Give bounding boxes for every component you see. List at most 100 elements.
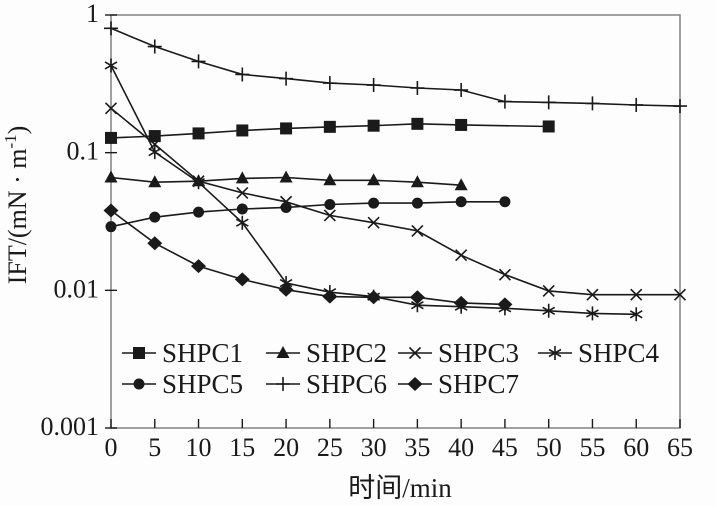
marker-diamond: [103, 203, 119, 218]
marker-square: [280, 122, 293, 135]
x-tick-label: 15: [229, 433, 255, 462]
x-tick-label: 30: [361, 433, 387, 462]
x-tick-label: 25: [317, 433, 343, 462]
marker-circle: [411, 197, 423, 209]
marker-plus: [410, 80, 425, 95]
marker-square: [192, 127, 205, 140]
marker-asterisk: [586, 306, 599, 321]
legend-label: SHPC6: [306, 369, 387, 399]
marker-x: [408, 346, 422, 360]
x-tick-label: 45: [492, 433, 518, 462]
series-SHPC2: [104, 170, 468, 191]
marker-circle: [105, 221, 117, 233]
x-tick-label: 0: [105, 433, 118, 462]
series-SHPC5: [105, 196, 511, 233]
marker-x: [586, 288, 599, 301]
marker-plus: [454, 83, 469, 98]
x-axis: 0 5 10 15 20 25 30 35 40 45 50 55 60 65: [105, 419, 693, 462]
marker-plus: [629, 97, 644, 112]
marker-diamond: [366, 290, 382, 305]
marker-square: [236, 124, 249, 137]
marker-x: [411, 224, 424, 238]
marker-plus: [104, 21, 118, 36]
marker-triangle: [279, 170, 293, 183]
marker-circle: [324, 199, 336, 211]
y-axis: 1 0.1 0.01 0.001: [41, 0, 117, 441]
marker-circle: [368, 197, 380, 209]
marker-triangle: [410, 175, 424, 188]
marker-x: [367, 216, 380, 229]
legend-item-SHPC4: SHPC4: [538, 338, 660, 368]
marker-circle: [149, 211, 161, 223]
marker-square: [411, 117, 424, 130]
marker-triangle: [276, 346, 290, 358]
marker-plus: [673, 99, 687, 114]
x-tick-label: 10: [186, 433, 212, 462]
legend-label: SHPC2: [306, 338, 387, 368]
marker-circle: [280, 201, 292, 213]
series-SHPC1: [105, 117, 555, 144]
x-tick-label: 35: [404, 433, 430, 462]
marker-plus: [279, 71, 294, 86]
series-SHPC7: [103, 203, 513, 312]
legend-item-SHPC3: SHPC3: [398, 338, 519, 368]
marker-plus: [585, 96, 600, 111]
marker-square: [105, 131, 117, 144]
legend: SHPC1 SHPC2 SHPC3 SHPC4 SHPC5 SHPC6 SHPC7: [122, 338, 660, 399]
marker-asterisk: [629, 307, 643, 322]
marker-diamond: [147, 236, 163, 251]
marker-plus: [541, 95, 556, 110]
marker-asterisk: [148, 145, 162, 160]
legend-item-SHPC7: SHPC7: [398, 369, 519, 399]
marker-square: [367, 119, 380, 132]
marker-circle: [455, 196, 467, 208]
marker-diamond: [234, 272, 250, 287]
x-tick-label: 60: [623, 433, 649, 462]
marker-plus: [235, 67, 250, 82]
series-line: [110, 209, 505, 306]
marker-diamond: [497, 297, 513, 312]
marker-diamond: [191, 259, 207, 274]
marker-asterisk: [542, 303, 556, 318]
marker-diamond: [322, 289, 338, 304]
marker-asterisk: [104, 58, 118, 73]
marker-x: [498, 268, 511, 281]
marker-square: [542, 120, 555, 133]
legend-item-SHPC5: SHPC5: [122, 369, 243, 399]
legend-label: SHPC3: [438, 338, 519, 368]
x-tick-label: 5: [148, 433, 161, 462]
legend-label: SHPC5: [162, 369, 243, 399]
marker-x: [630, 288, 643, 301]
marker-square: [323, 120, 336, 133]
series-line: [110, 107, 680, 296]
legend-label: SHPC1: [162, 338, 243, 368]
marker-plus: [276, 377, 290, 391]
legend-item-SHPC1: SHPC1: [122, 338, 243, 368]
x-tick-label: 55: [579, 433, 605, 462]
marker-triangle: [104, 170, 118, 183]
marker-x: [104, 102, 118, 115]
marker-plus: [322, 76, 337, 91]
marker-circle: [499, 196, 511, 208]
marker-triangle: [148, 175, 162, 188]
marker-plus: [147, 39, 162, 54]
x-tick-label: 40: [448, 433, 474, 462]
marker-diamond: [407, 377, 423, 391]
marker-x: [542, 284, 555, 297]
marker-diamond: [278, 282, 294, 297]
x-tick-label: 20: [273, 433, 299, 462]
y-tick-label: 1: [86, 0, 99, 28]
marker-x: [236, 186, 249, 199]
y-tick-label: 0.1: [67, 137, 100, 166]
marker-circle: [236, 203, 248, 215]
marker-circle: [193, 206, 205, 218]
marker-diamond: [453, 295, 469, 310]
x-tick-label: 65: [667, 433, 693, 462]
marker-plus: [191, 54, 206, 69]
marker-x: [673, 288, 687, 301]
series-line: [110, 201, 505, 228]
marker-x: [323, 209, 336, 222]
marker-triangle: [235, 171, 249, 184]
